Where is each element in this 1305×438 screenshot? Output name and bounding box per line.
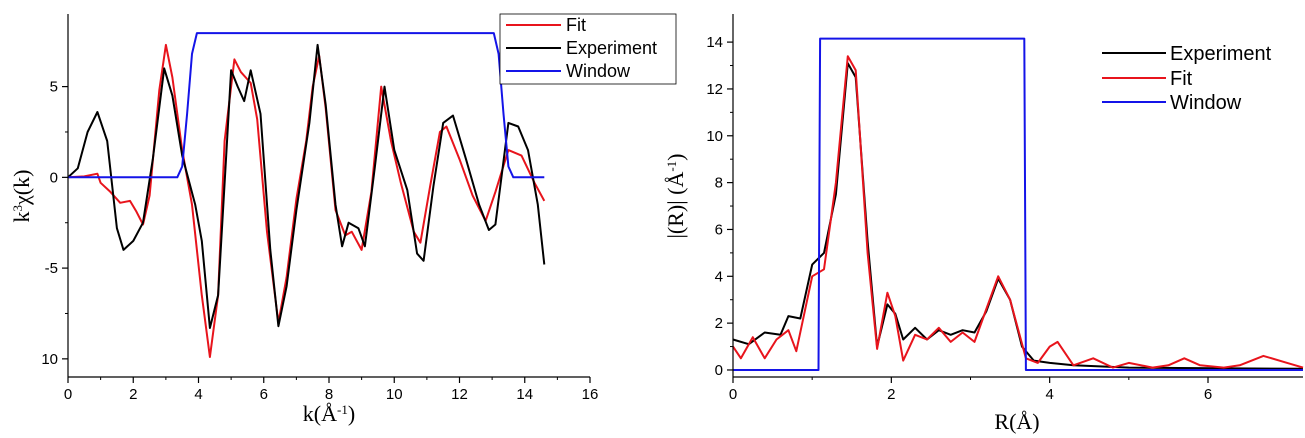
right-y-tick-label: 14 bbox=[706, 34, 723, 51]
left-x-tick-label: 2 bbox=[129, 386, 137, 403]
left-y-tick-label: 0 bbox=[50, 169, 58, 186]
right-y-axis-title: |(R)| (Å-1) bbox=[663, 153, 688, 238]
left-y-axis-title: k3χ(k) bbox=[9, 170, 34, 223]
right-series-window bbox=[733, 37, 1303, 371]
left-y-tick-label: 10 bbox=[41, 351, 58, 368]
right-legend-label-fit: Fit bbox=[1170, 68, 1193, 90]
right-x-axis-title: R(Å) bbox=[994, 409, 1039, 434]
left-chart: 0 2 4 6 8 10 12 14 16 5 0 -5 10 k(Å-1) k3χ(k) Fit Ex… bbox=[9, 13, 677, 426]
left-series-experiment bbox=[67, 43, 546, 329]
left-x-tick-label: 0 bbox=[64, 386, 72, 403]
left-legend-label-experiment: Experiment bbox=[566, 38, 657, 58]
right-y-tick-label: 8 bbox=[715, 175, 723, 192]
left-series-window bbox=[68, 32, 545, 179]
right-x-tick-label: 2 bbox=[887, 386, 895, 403]
right-y-tick-label: 4 bbox=[715, 268, 723, 285]
left-legend-label-window: Window bbox=[566, 61, 631, 81]
right-y-tick-label: 2 bbox=[715, 315, 723, 332]
left-x-tick-label: 4 bbox=[194, 386, 202, 403]
right-legend-label-experiment: Experiment bbox=[1170, 43, 1272, 65]
right-x-tick-label: 6 bbox=[1204, 386, 1212, 403]
right-y-tick-label: 10 bbox=[706, 128, 723, 145]
left-series bbox=[67, 32, 546, 358]
left-y-tick-label: -5 bbox=[45, 260, 58, 277]
right-legend-label-window: Window bbox=[1170, 92, 1242, 114]
right-y-tick-label: 6 bbox=[715, 221, 723, 238]
left-x-tick-label: 6 bbox=[260, 386, 268, 403]
right-chart: 0 2 4 6 0 2 4 6 8 10 12 14 R(Å) |(R)| (Å-1) Experim… bbox=[663, 14, 1304, 434]
right-series-fit bbox=[732, 55, 1304, 369]
left-x-tick-label: 16 bbox=[582, 386, 599, 403]
left-x-axis-title: k(Å-1) bbox=[303, 401, 355, 426]
left-ticks: 0 2 4 6 8 10 12 14 16 5 0 -5 10 bbox=[41, 79, 598, 403]
left-x-tick-label: 8 bbox=[325, 386, 333, 403]
left-y-tick-label: 5 bbox=[50, 79, 58, 96]
left-x-tick-label: 12 bbox=[451, 386, 468, 403]
right-legend: Experiment Fit Window bbox=[1102, 43, 1272, 114]
left-legend-label-fit: Fit bbox=[566, 15, 586, 35]
right-ticks: 0 2 4 6 0 2 4 6 8 10 12 14 bbox=[706, 34, 1212, 403]
right-y-tick-label: 12 bbox=[706, 81, 723, 98]
right-series bbox=[732, 37, 1304, 371]
left-legend: Fit Experiment Window bbox=[499, 13, 677, 85]
left-x-tick-label: 14 bbox=[516, 386, 533, 403]
right-x-tick-label: 4 bbox=[1045, 386, 1053, 403]
left-x-tick-label: 10 bbox=[386, 386, 403, 403]
right-x-tick-label: 0 bbox=[729, 386, 737, 403]
right-y-tick-label: 0 bbox=[715, 362, 723, 379]
